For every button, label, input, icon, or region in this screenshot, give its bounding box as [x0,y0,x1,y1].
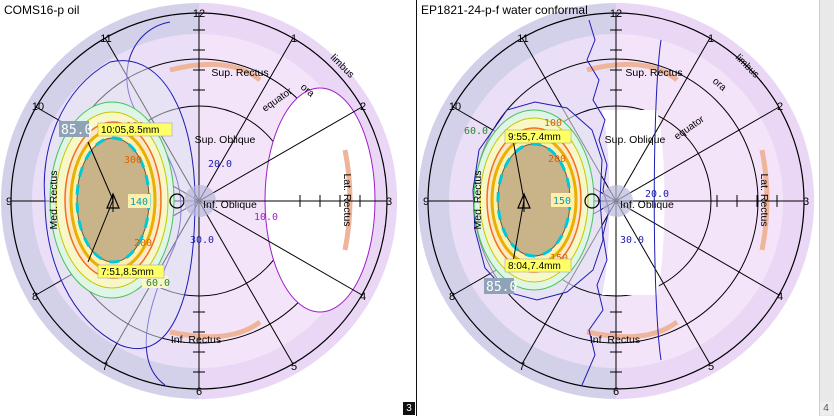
right-scrollbar[interactable] [819,0,834,416]
med-rectus-label: Med. Rectus [48,171,60,230]
isodose-10-contour [264,87,376,313]
iso-label-85: 85.0 [486,280,517,295]
clock-10: 10 [449,101,461,113]
clock-7: 7 [102,361,108,373]
macula-icon [601,185,633,217]
iso-box-85 [59,121,89,137]
sup-rectus-label: Sup. Rectus [625,67,682,79]
clock-2: 2 [360,101,366,113]
iso-box-85 [484,278,514,294]
clock-1: 1 [291,33,297,45]
bottom-marker-label: 7:51,8.5mm [101,267,154,278]
iso-label-20: 20.0 [645,189,669,200]
clock-6: 6 [613,386,619,398]
bottom-marker-box [97,264,165,279]
top-measure-line [512,139,525,201]
iso-label-30: 30.0 [190,235,214,246]
iso-label-150-lower: 150 [550,253,568,264]
spoke-ticks [610,29,778,373]
iso-box-140 [128,194,150,208]
iso-label-60: 60.0 [464,126,488,137]
inf-rectus-arc [169,319,262,340]
lat-rectus-label: Lat. Rectus [341,173,353,226]
bottom-marker-box [504,258,572,273]
iso-label-20: 20.0 [208,159,232,170]
clock-9: 9 [6,196,12,208]
optic-disc-icon [584,193,600,209]
top-marker-label: 10:05,8.5mm [101,125,159,136]
clock-10: 10 [32,101,44,113]
inf-oblique-label: Inf. Oblique [203,199,257,211]
med-rectus-label: Med. Rectus [472,171,484,230]
clock-12: 12 [610,8,622,20]
clock-9: 9 [423,196,429,208]
clock-11: 11 [517,33,528,45]
iso-box-150 [551,193,573,207]
bottom-marker-label: 8:04,7.4mm [508,261,561,272]
right-fundus-chart: 12 1 2 3 4 5 6 7 8 9 10 11 Sup. Rectus I… [418,3,814,399]
spoke-ticks [193,29,361,373]
sup-oblique-label: Sup. Oblique [195,134,256,146]
sup-oblique-label: Sup. Oblique [605,134,666,146]
left-fundus-panel: 12 1 2 3 4 5 6 7 8 9 10 11 Sup. Rectus I… [1,3,415,415]
sup-rectus-arc [586,61,679,82]
isodose-30-contour [581,19,610,386]
inf-rectus-label: Inf. Rectus [590,334,640,346]
clock-5: 5 [291,361,297,373]
top-measure-line [87,141,114,201]
clock-1: 1 [708,33,714,45]
right-page-badge[interactable]: 4 [820,402,832,415]
iso-label-30: 30.0 [620,235,644,246]
left-fundus-chart: 12 1 2 3 4 5 6 7 8 9 10 11 Sup. Rectus I… [1,3,397,399]
top-marker-box [97,122,173,137]
top-marker-label: 9:55,7.4mm [508,132,561,143]
iso-label-100: 100 [544,118,562,129]
clock-3: 3 [803,196,809,208]
left-panel-title: COMS16-p oil [4,3,80,17]
isodose-20-contour [653,39,662,361]
iso-label-85: 85.0 [61,123,92,138]
clear-zone [602,110,665,295]
sup-rectus-label: Sup. Rectus [211,67,268,79]
top-marker-box [504,129,572,144]
lat-rectus-arc [759,149,770,251]
iso-label-300: 300 [124,155,142,166]
macula-icon [184,185,216,217]
iso-label-150: 150 [553,196,571,207]
sup-rectus-arc [169,61,262,82]
clock-6: 6 [196,386,202,398]
left-page-badge[interactable]: 3 [403,402,415,415]
inf-oblique-label: Inf. Oblique [620,199,674,211]
clock-4: 4 [360,291,366,303]
clock-3: 3 [386,196,392,208]
lat-rectus-arc [342,149,353,251]
inf-rectus-arc [586,319,679,340]
clock-8: 8 [449,291,455,303]
iso-box-60 [142,276,168,288]
right-panel-title: EP1821-24-p-f water conformal [421,3,588,17]
iso-label-200: 200 [134,238,152,249]
right-fundus-panel: 12 1 2 3 4 5 6 7 8 9 10 11 Sup. Rectus I… [417,0,834,416]
clock-8: 8 [32,291,38,303]
clock-2: 2 [777,101,783,113]
iso-label-60: 60.0 [146,278,170,289]
lat-rectus-label: Lat. Rectus [758,173,770,226]
clock-4: 4 [777,291,783,303]
clock-5: 5 [708,361,714,373]
bottom-measure-line [87,199,114,263]
clock-7: 7 [519,361,525,373]
iso-label-200: 200 [548,154,566,165]
inf-rectus-label: Inf. Rectus [171,334,221,346]
iso-label-140: 140 [130,197,148,208]
clock-11: 11 [100,33,111,45]
iso-label-10: 10.0 [254,212,278,223]
bottom-measure-line [512,199,525,263]
clock-12: 12 [193,8,205,20]
